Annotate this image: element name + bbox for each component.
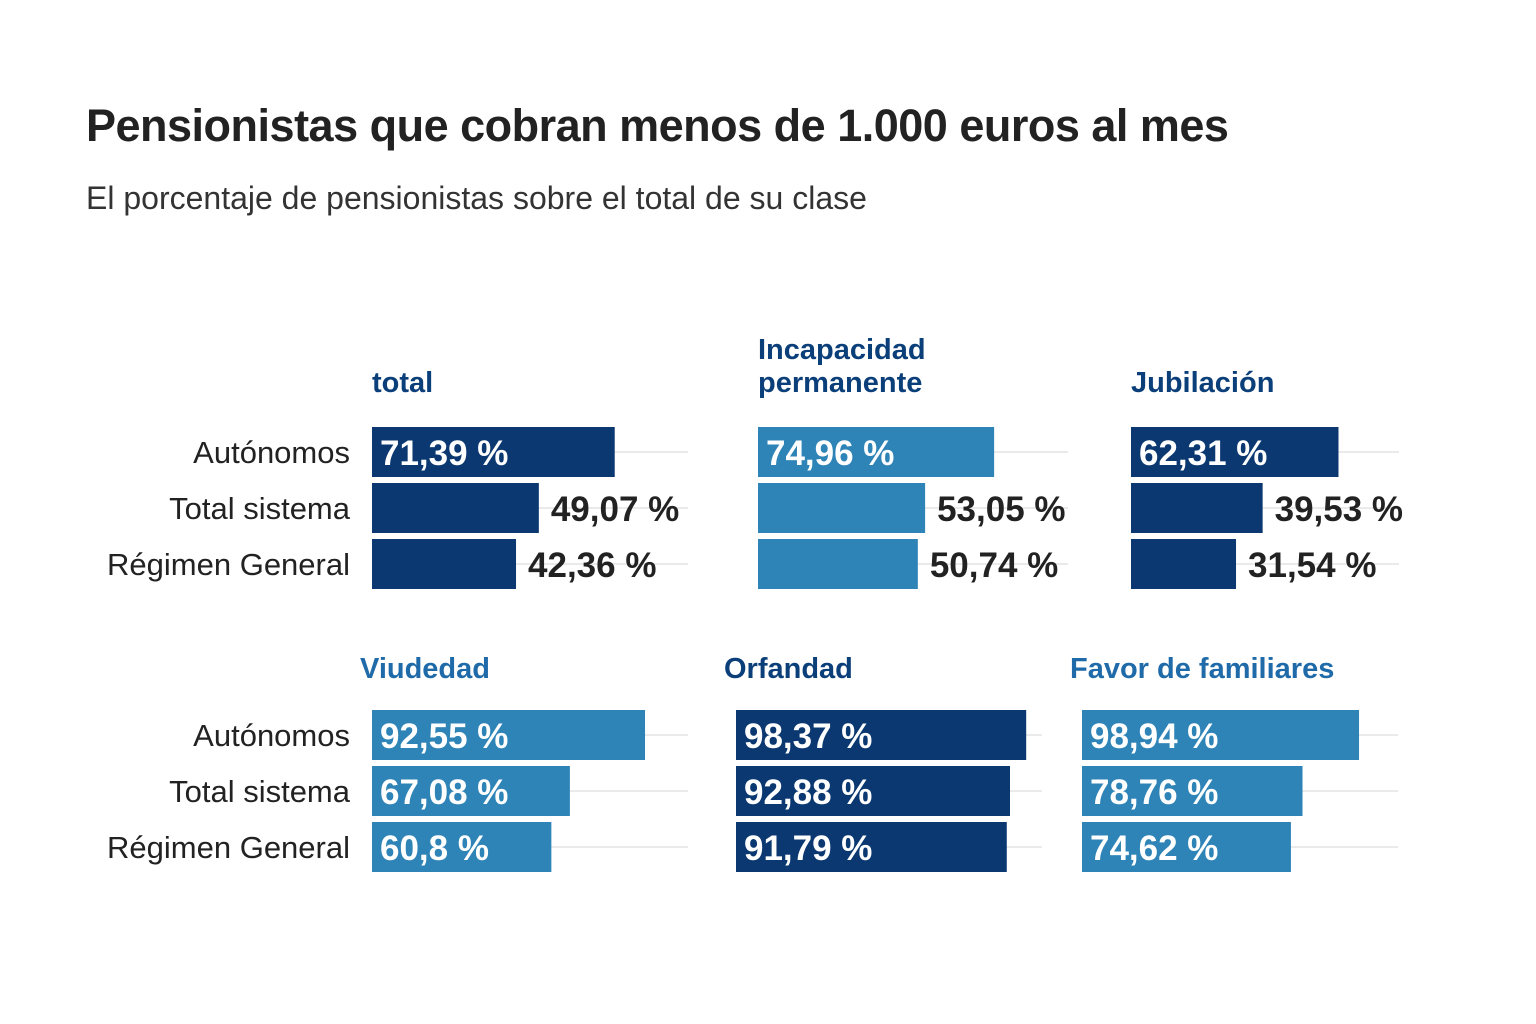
category-label: Total sistema: [169, 491, 351, 526]
bar: [736, 766, 1010, 816]
bar: [736, 710, 1027, 760]
panel-title: Incapacidad: [758, 334, 926, 366]
bar: [1082, 710, 1360, 760]
panel-total: total 71,39 % 49,07 % 42,36 %: [372, 367, 688, 589]
chart-subtitle: El porcentaje de pensionistas sobre el t…: [86, 180, 867, 216]
bar: [372, 427, 615, 477]
value-label: 31,54 %: [1248, 546, 1376, 585]
bar: [372, 539, 517, 589]
panel-title: Favor de familiares: [1070, 653, 1334, 685]
value-label: 53,05 %: [937, 490, 1065, 529]
value-label: 92,88 %: [744, 773, 872, 812]
bar: [758, 483, 926, 533]
bar: [1131, 427, 1339, 477]
chart-title: Pensionistas que cobran menos de 1.000 e…: [86, 100, 1229, 151]
bar: [758, 539, 918, 589]
category-label: Régimen General: [107, 547, 350, 582]
bar: [372, 710, 646, 760]
value-label: 98,94 %: [1090, 717, 1218, 756]
bar: [1131, 539, 1237, 589]
panel-title: permanente: [758, 367, 922, 399]
panel-viudedad: Viudedad 92,55 % 67,08 % 60,8 %: [360, 653, 688, 872]
panel-title: Jubilación: [1131, 367, 1274, 399]
panel-jubilacion: Jubilación 62,31 %39,53 % 31,54 %: [1131, 367, 1403, 589]
panel-title: Viudedad: [360, 653, 490, 685]
category-label: Régimen General: [107, 830, 350, 865]
bar: [372, 822, 552, 872]
bar: [758, 427, 995, 477]
value-label: 42,36 %: [528, 546, 656, 585]
bar: [1082, 822, 1291, 872]
value-label: 39,53 %: [1275, 490, 1403, 529]
bar: [372, 483, 539, 533]
value-label: 92,55 %: [380, 717, 508, 756]
value-label: 49,07 %: [551, 490, 679, 529]
panel-favor-de-familiares: Favor de familiares 98,94 % 78,76 % 74,62 %: [1070, 653, 1398, 872]
bar: [372, 766, 570, 816]
value-label: 60,8 %: [380, 829, 489, 868]
bar: [1082, 766, 1303, 816]
category-label: Autónomos: [193, 718, 350, 753]
value-label: 50,74 %: [930, 546, 1058, 585]
panel-title: total: [372, 367, 433, 399]
panel-title: Orfandad: [724, 653, 853, 685]
category-label: Total sistema: [169, 774, 351, 809]
value-label: 62,31 %: [1139, 434, 1267, 473]
value-label: 74,96 %: [766, 434, 894, 473]
value-label: 91,79 %: [744, 829, 872, 868]
bar: [1131, 483, 1263, 533]
value-label: 67,08 %: [380, 773, 508, 812]
value-label: 71,39 %: [380, 434, 508, 473]
value-label: 78,76 %: [1090, 773, 1218, 812]
value-label: 98,37 %: [744, 717, 872, 756]
bar: [736, 822, 1007, 872]
category-label: Autónomos: [193, 435, 350, 470]
panel-orfandad: Orfandad 98,37 % 92,88 % 91,79 %: [724, 653, 1042, 872]
value-label: 74,62 %: [1090, 829, 1218, 868]
